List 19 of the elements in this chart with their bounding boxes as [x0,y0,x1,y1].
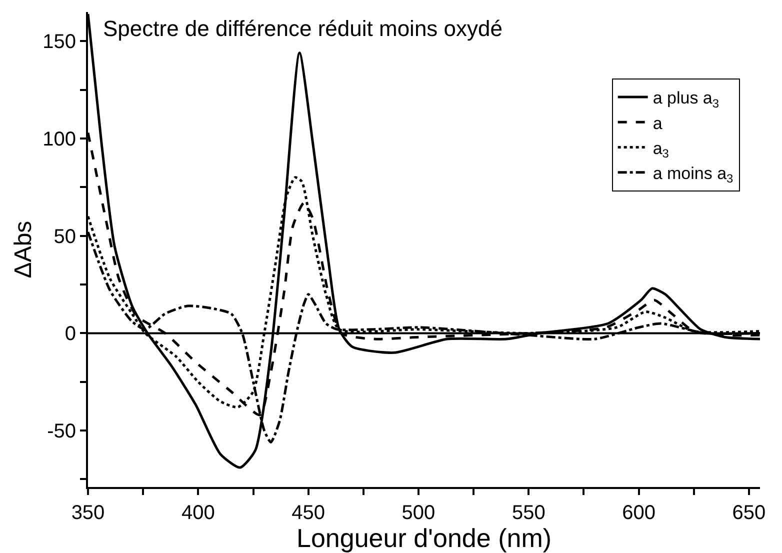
y-tick-label: 50 [54,226,76,248]
y-tick-label: -50 [47,420,76,443]
x-tick-label: 600 [622,502,656,524]
x-tick-label: 450 [292,502,326,524]
legend-label: a [652,114,663,133]
x-tick-label: 500 [402,502,436,524]
x-tick-label: 550 [512,502,546,524]
legend-label: a plus a$_{3}$ [652,88,720,110]
x-tick-label: 400 [181,502,215,524]
y-tick-label: 150 [42,31,76,54]
y-tick-label: 0 [64,323,76,346]
x-tick-label: 650 [732,502,766,524]
legend-label: a$_{3}$ [652,138,670,160]
x-tick-label: 350 [71,502,105,524]
legend-label: a moins a$_{3}$ [652,164,734,186]
x-axis-title: Longueur d'onde (nm) [296,523,552,553]
chart-title: Spectre de différence réduit moins oxydé [103,16,502,41]
y-tick-label: 100 [42,128,76,151]
y-axis-title: ΔAbs [10,220,38,278]
